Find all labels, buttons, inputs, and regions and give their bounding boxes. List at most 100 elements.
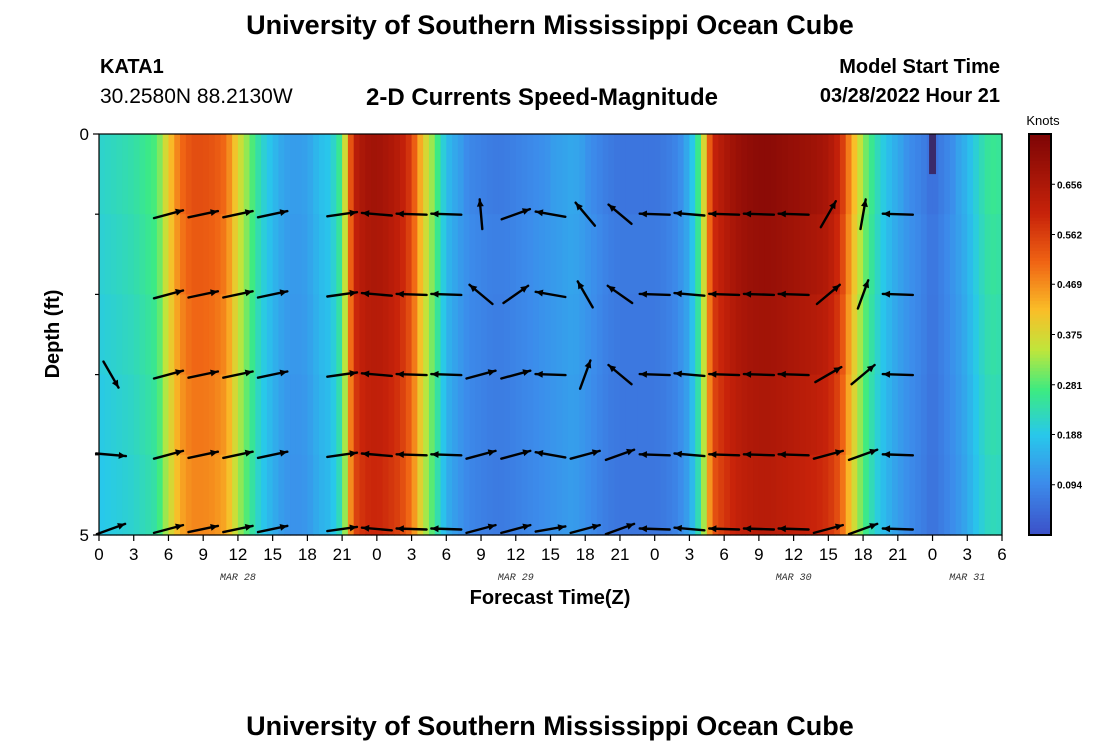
heatmap-cell bbox=[753, 134, 760, 215]
heatmap-cell bbox=[498, 214, 505, 295]
heatmap-cell bbox=[423, 134, 430, 215]
colorbar-swatch bbox=[1029, 471, 1051, 476]
heatmap-cell bbox=[371, 134, 378, 215]
heatmap-cell bbox=[978, 454, 986, 536]
heatmap-cell bbox=[602, 454, 609, 536]
station-coordinates: 30.2580N 88.2130W bbox=[100, 85, 293, 108]
heatmap-cell bbox=[672, 214, 679, 295]
colorbar-tick-label: 0.094 bbox=[1057, 481, 1082, 492]
heatmap-cell bbox=[961, 214, 968, 295]
heatmap-cell bbox=[758, 374, 766, 456]
heatmap-cell bbox=[735, 134, 743, 215]
heatmap-cell bbox=[978, 374, 986, 456]
colorbar-swatch bbox=[1029, 214, 1051, 219]
heatmap-cell bbox=[944, 214, 951, 295]
heatmap-cell bbox=[428, 134, 436, 215]
colorbar-swatch bbox=[1029, 167, 1051, 172]
heatmap-cell bbox=[886, 214, 893, 295]
low-speed-patch bbox=[929, 134, 937, 175]
current-vector bbox=[708, 370, 741, 378]
heatmap-cell bbox=[388, 294, 395, 376]
heatmap-cell bbox=[712, 294, 719, 376]
heatmap-cell bbox=[133, 454, 141, 536]
heatmap-cell bbox=[967, 214, 974, 295]
colorbar-swatch bbox=[1029, 220, 1051, 225]
current-vector bbox=[777, 210, 810, 218]
heatmap-cell bbox=[481, 294, 488, 376]
heatmap-cell bbox=[695, 294, 702, 376]
heatmap-cell bbox=[208, 374, 216, 456]
heatmap-cell bbox=[139, 294, 146, 376]
heatmap-cell bbox=[828, 454, 835, 536]
heatmap-cell bbox=[145, 374, 152, 456]
heatmap-cell bbox=[920, 454, 928, 536]
colorbar-swatch bbox=[1029, 180, 1051, 185]
heatmap-cell bbox=[515, 214, 523, 295]
heatmap-cell bbox=[411, 214, 418, 295]
heatmap-cell bbox=[984, 374, 992, 456]
heatmap-cell bbox=[949, 374, 957, 456]
colorbar-swatch bbox=[1029, 134, 1051, 138]
heatmap-cell bbox=[741, 454, 748, 536]
heatmap-cell bbox=[938, 294, 945, 376]
heatmap-cell bbox=[706, 374, 714, 456]
heatmap-cell bbox=[920, 214, 928, 295]
colorbar-swatch bbox=[1029, 391, 1051, 396]
heatmap-cell bbox=[660, 214, 667, 295]
heatmap-cell bbox=[347, 454, 355, 536]
heatmap-cell bbox=[949, 454, 957, 536]
colorbar-swatch bbox=[1029, 271, 1051, 275]
heatmap-cell bbox=[845, 294, 853, 376]
heatmap-cell bbox=[868, 214, 876, 295]
heatmap-cell bbox=[330, 374, 337, 456]
heatmap-cell bbox=[822, 454, 829, 536]
heatmap-cell bbox=[324, 214, 332, 295]
heatmap-cell bbox=[984, 134, 992, 215]
heatmap-cell bbox=[151, 214, 158, 295]
x-tick-label: 3 bbox=[963, 545, 972, 564]
heatmap-cell bbox=[365, 134, 372, 215]
current-vector bbox=[812, 449, 844, 460]
heatmap-cell bbox=[365, 294, 372, 376]
heatmap-cell bbox=[619, 374, 627, 456]
heatmap-cell bbox=[284, 294, 291, 376]
heatmap-cell bbox=[504, 374, 511, 456]
heatmap-cell bbox=[347, 134, 355, 215]
heatmap-cell bbox=[428, 454, 436, 536]
heatmap-cell bbox=[452, 134, 459, 215]
current-vector bbox=[604, 522, 636, 536]
heatmap-cell bbox=[579, 214, 586, 295]
heatmap-cell bbox=[973, 134, 980, 215]
heatmap-cell bbox=[799, 214, 806, 295]
heatmap-cell bbox=[654, 214, 662, 295]
heatmap-cell bbox=[226, 294, 233, 376]
current-vector bbox=[395, 290, 428, 298]
heatmap-cell bbox=[863, 214, 870, 295]
heatmap-cell bbox=[851, 454, 858, 536]
heatmap-cell bbox=[457, 454, 465, 536]
heatmap-cell bbox=[133, 134, 141, 215]
heatmap-cell bbox=[926, 214, 934, 295]
colorbar-swatch bbox=[1029, 531, 1051, 536]
colorbar-swatch bbox=[1029, 137, 1051, 142]
heatmap-cell bbox=[382, 374, 390, 456]
heatmap-cell bbox=[695, 454, 702, 536]
heatmap-cell bbox=[336, 134, 343, 215]
heatmap-cell bbox=[191, 214, 199, 295]
heatmap-cell bbox=[423, 294, 430, 376]
colorbar-swatch bbox=[1029, 508, 1051, 513]
heatmap-cell bbox=[556, 294, 563, 376]
heatmap-cell bbox=[990, 374, 997, 456]
heatmap-cell bbox=[168, 294, 175, 376]
heatmap-cell bbox=[208, 294, 216, 376]
heatmap-cell bbox=[405, 214, 413, 295]
heatmap-cell bbox=[735, 454, 743, 536]
heatmap-cell bbox=[544, 214, 552, 295]
heatmap-cell bbox=[938, 374, 945, 456]
heatmap-cell bbox=[729, 374, 737, 456]
heatmap-cell bbox=[857, 374, 864, 456]
current-vector bbox=[395, 210, 428, 218]
heatmap-cell bbox=[949, 134, 957, 215]
colorbar-swatch bbox=[1029, 177, 1051, 182]
heatmap-cell bbox=[932, 374, 939, 456]
